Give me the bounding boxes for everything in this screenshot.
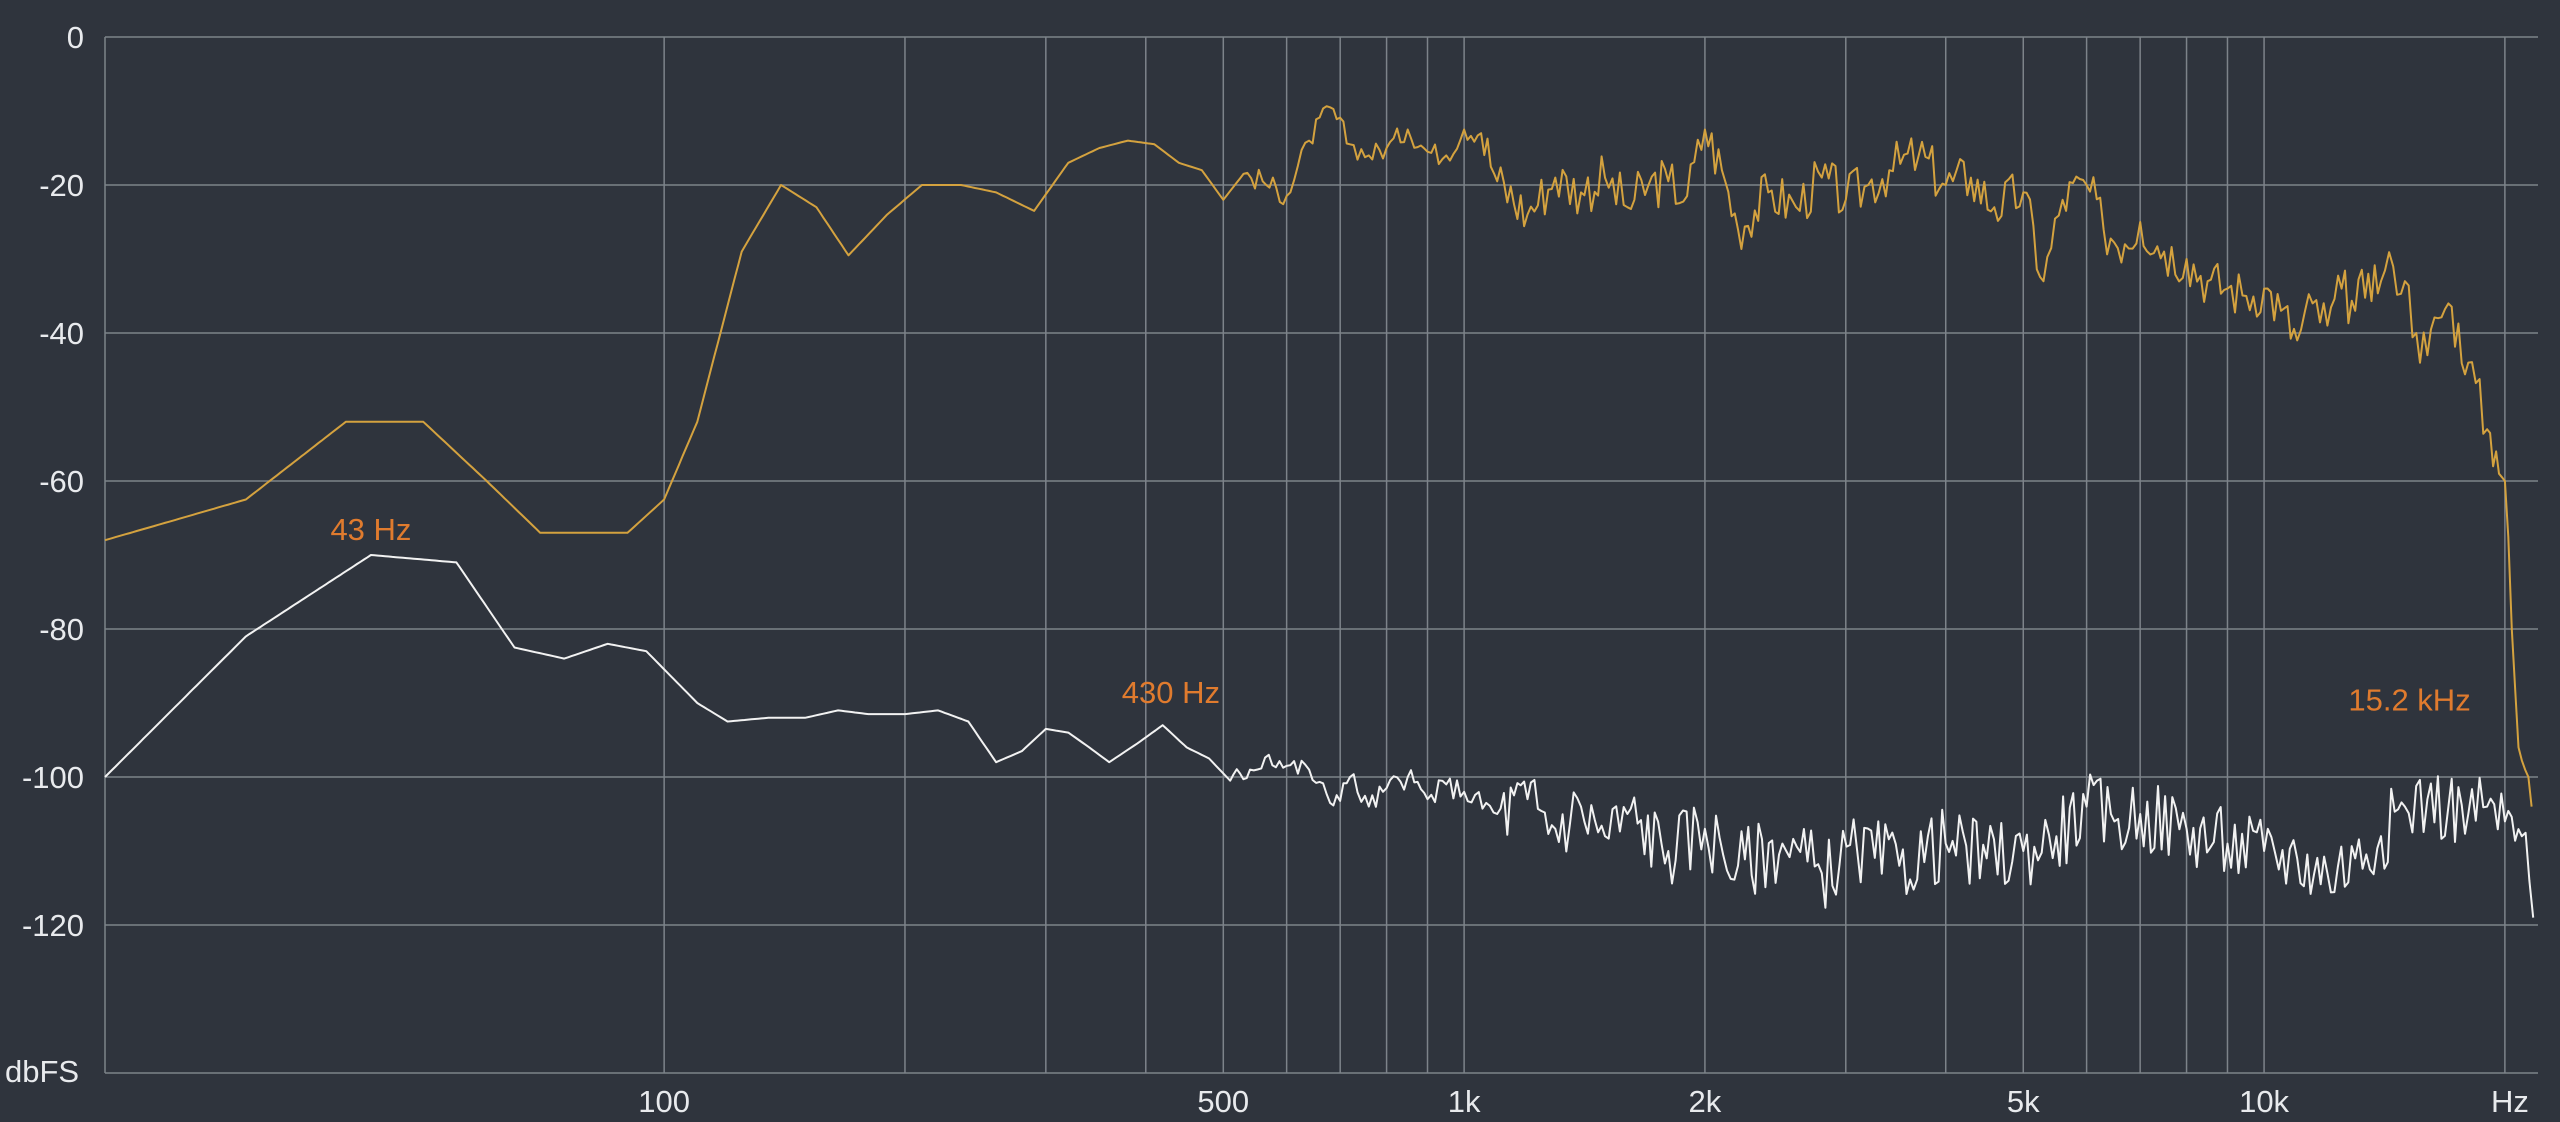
plot-background	[105, 37, 2538, 1073]
x-axis-label: Hz	[2491, 1084, 2529, 1119]
peak-annotation: 43 Hz	[330, 512, 411, 547]
x-tick-label: 2k	[1689, 1084, 1722, 1119]
y-tick-label: -40	[39, 316, 84, 351]
y-tick-label: -100	[22, 760, 84, 795]
x-tick-label: 1k	[1448, 1084, 1481, 1119]
series-lines	[104, 105, 2535, 918]
y-tick-label: -80	[39, 612, 84, 647]
y-axis-label: dbFS	[5, 1054, 79, 1089]
peak-annotation: 15.2 kHz	[2348, 682, 2470, 717]
x-tick-label: 500	[1197, 1084, 1249, 1119]
y-tick-label: -20	[39, 168, 84, 203]
series-line	[104, 105, 2533, 807]
x-tick-label: 100	[638, 1084, 690, 1119]
y-tick-label: -60	[39, 464, 84, 499]
y-tick-label: 0	[67, 20, 84, 55]
series-line	[104, 554, 2535, 918]
y-axis-ticks: 0 -20 -40 -60 -80 -100 -120	[22, 20, 84, 943]
peak-annotation: 430 Hz	[1122, 675, 1220, 710]
peak-annotations: 43 Hz 430 Hz 15.2 kHz	[330, 512, 2470, 717]
x-tick-label: 5k	[2007, 1084, 2040, 1119]
x-tick-label: 10k	[2239, 1084, 2289, 1119]
grid-lines	[104, 36, 2538, 1074]
x-axis-ticks: 100 500 1k 2k 5k 10k	[638, 1084, 2289, 1119]
y-tick-label: -120	[22, 908, 84, 943]
